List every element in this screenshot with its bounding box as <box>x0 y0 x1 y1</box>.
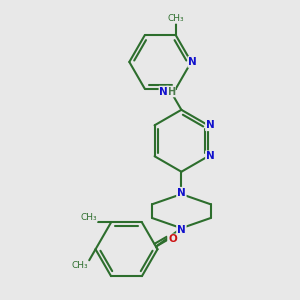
Text: CH₃: CH₃ <box>80 213 97 222</box>
Text: N: N <box>206 151 215 161</box>
Text: N: N <box>177 225 186 235</box>
Text: CH₃: CH₃ <box>167 14 184 23</box>
Text: CH₃: CH₃ <box>71 261 88 270</box>
Text: N: N <box>159 86 168 97</box>
Text: O: O <box>168 234 177 244</box>
Text: N: N <box>188 57 197 67</box>
Text: H: H <box>167 86 175 97</box>
Text: N: N <box>206 120 215 130</box>
Text: N: N <box>177 188 186 198</box>
